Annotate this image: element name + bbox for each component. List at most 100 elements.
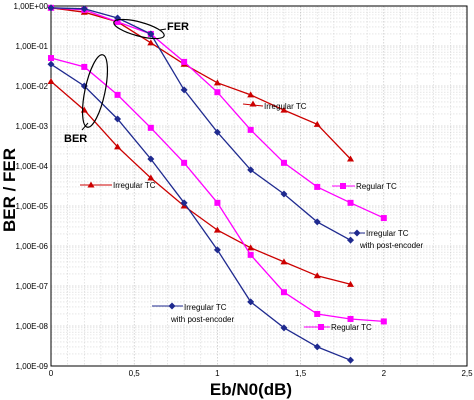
data-point bbox=[80, 5, 88, 13]
leader-irregular-post-ber-marker bbox=[168, 302, 176, 310]
series-6 bbox=[47, 60, 355, 364]
ber-pointer bbox=[81, 122, 89, 131]
data-point bbox=[180, 86, 188, 94]
data-point bbox=[280, 258, 288, 265]
ber-label: BER bbox=[64, 133, 87, 145]
x-tick-label: 1,5 bbox=[295, 369, 307, 378]
leader-irregular-ber-marker bbox=[87, 181, 95, 188]
label-irregular-post-ber-2: with post-encoder bbox=[170, 315, 234, 324]
data-point bbox=[47, 60, 55, 68]
data-point bbox=[81, 63, 88, 70]
data-point bbox=[313, 218, 321, 226]
data-point bbox=[347, 155, 355, 162]
data-point bbox=[114, 115, 122, 123]
data-point bbox=[114, 91, 121, 98]
data-point bbox=[147, 155, 155, 163]
leader-irregular-post-fer-marker bbox=[353, 229, 361, 237]
leader-regular-fer-marker bbox=[340, 183, 346, 189]
ber-ellipse bbox=[81, 54, 109, 128]
label-irregular-post-fer-1: Irregular TC bbox=[366, 229, 409, 238]
data-point bbox=[147, 124, 154, 131]
y-tick-label: 1,00E-07 bbox=[16, 282, 49, 291]
data-point bbox=[247, 126, 254, 133]
data-point bbox=[314, 310, 321, 317]
data-point bbox=[247, 166, 255, 174]
data-point bbox=[347, 280, 355, 287]
x-tick-labels: 0 0,5 1 1,5 2 2,5 bbox=[49, 369, 473, 378]
y-axis-title: BER / FER bbox=[0, 148, 19, 232]
series-line bbox=[50, 7, 351, 160]
plot-area-frame bbox=[50, 5, 468, 367]
fer-ellipse bbox=[113, 18, 165, 40]
data-point bbox=[48, 55, 54, 62]
data-point bbox=[280, 106, 288, 113]
data-point bbox=[313, 343, 321, 351]
data-point bbox=[280, 190, 288, 198]
label-irregular-post-fer-2: with post-encoder bbox=[359, 241, 423, 250]
data-point bbox=[380, 215, 387, 222]
data-point bbox=[247, 244, 255, 251]
label-regular-ber: Regular TC bbox=[331, 323, 372, 332]
data-point bbox=[247, 251, 254, 258]
series-1 bbox=[47, 4, 355, 162]
data-point bbox=[280, 159, 287, 166]
x-axis-title: Eb/N0(dB) bbox=[210, 380, 292, 399]
fer-pointer bbox=[159, 28, 167, 31]
series-line bbox=[50, 80, 351, 285]
data-point bbox=[147, 39, 155, 46]
x-tick-label: 0,5 bbox=[129, 369, 141, 378]
data-point bbox=[180, 199, 188, 207]
y-tick-label: 1,00E-04 bbox=[16, 162, 49, 171]
data-point bbox=[114, 18, 121, 25]
data-point bbox=[213, 79, 221, 86]
y-tick-label: 1,00E-05 bbox=[16, 202, 49, 211]
y-tick-label: 1,00E-09 bbox=[16, 362, 49, 371]
data-point bbox=[147, 30, 155, 38]
y-tick-label: 1,00E-06 bbox=[16, 242, 49, 251]
y-tick-label: 1,00E-02 bbox=[16, 82, 49, 91]
data-point bbox=[313, 272, 321, 279]
data-point bbox=[214, 199, 221, 206]
data-point bbox=[380, 318, 387, 325]
data-point bbox=[347, 356, 355, 364]
data-point bbox=[280, 289, 287, 296]
y-tick-label: 1,00E-01 bbox=[16, 42, 49, 51]
label-irregular-fer: Irregular TC bbox=[264, 102, 307, 111]
y-tick-label: 1,00E-08 bbox=[16, 322, 49, 331]
data-point bbox=[181, 159, 188, 166]
data-point bbox=[347, 199, 354, 206]
data-point bbox=[347, 315, 354, 322]
series-line bbox=[50, 63, 351, 361]
leader-regular-ber-marker bbox=[318, 324, 324, 330]
data-point bbox=[181, 58, 188, 65]
label-regular-fer: Regular TC bbox=[356, 182, 397, 191]
y-tick-label: 1,00E-03 bbox=[16, 122, 49, 131]
data-point bbox=[314, 183, 321, 190]
y-tick-labels: 1,00E-09 1,00E-08 1,00E-07 1,00E-06 1,00E-05… bbox=[14, 2, 49, 371]
data-point bbox=[114, 143, 122, 150]
data-point bbox=[213, 226, 221, 233]
x-tick-label: 2 bbox=[382, 369, 387, 378]
data-point bbox=[214, 89, 221, 96]
x-tick-label: 1 bbox=[215, 369, 220, 378]
x-tick-label: 0 bbox=[49, 369, 54, 378]
x-tick-label: 2,5 bbox=[461, 369, 473, 378]
fer-label: FER bbox=[167, 21, 189, 33]
data-point bbox=[280, 324, 288, 332]
series-line bbox=[50, 7, 351, 241]
data-point bbox=[213, 128, 221, 136]
data-point bbox=[147, 174, 155, 181]
data-point bbox=[247, 298, 255, 306]
series-3 bbox=[47, 4, 355, 244]
y-tick-label: 1,00E+00 bbox=[14, 2, 49, 11]
data-point bbox=[347, 236, 355, 244]
data-point bbox=[247, 91, 255, 98]
data-point bbox=[213, 246, 221, 254]
data-point bbox=[47, 4, 55, 12]
data-point bbox=[47, 77, 55, 84]
label-irregular-ber: Irregular TC bbox=[113, 181, 156, 190]
label-irregular-post-ber-1: Irregular TC bbox=[184, 303, 227, 312]
data-point bbox=[313, 120, 321, 127]
leader-irregular-fer-marker bbox=[249, 100, 257, 107]
